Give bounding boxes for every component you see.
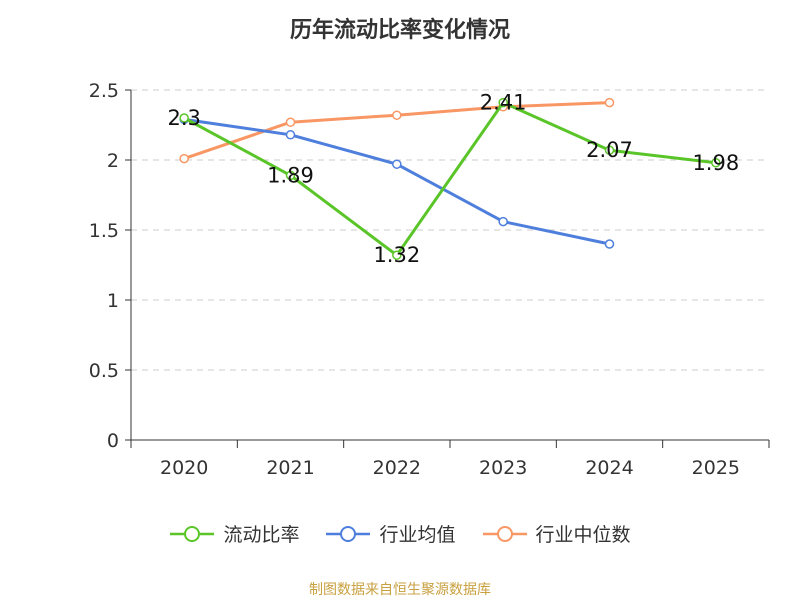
data-point (285, 117, 296, 127)
data-point (392, 110, 402, 120)
data-label: 1.32 (373, 243, 420, 267)
grid-layer (131, 89, 769, 371)
data-label: 2.07 (586, 138, 633, 162)
source-note: 制图数据来自恒生聚源数据库 (309, 582, 491, 598)
data-point (604, 145, 615, 155)
x-tick-label: 2021 (266, 457, 314, 479)
x-tick-label: 2025 (692, 457, 740, 479)
data-point (285, 170, 296, 181)
data-point (392, 250, 402, 260)
x-tick-label: 2024 (585, 457, 633, 479)
legend-label: 行业均值 (379, 524, 456, 546)
x-tick-label: 2020 (160, 457, 208, 479)
data-point (179, 113, 189, 123)
data-label: 1.89 (267, 163, 314, 187)
legend-circle (340, 525, 357, 542)
series-0 (179, 97, 721, 260)
series-line (183, 101, 716, 257)
x-tick-label: 2023 (479, 457, 527, 479)
data-label-layer: 2.3 1.89 1.32 2.41 2.07 1.98 (167, 91, 739, 268)
data-label: 2.3 (167, 106, 200, 130)
y-tick-label: 0.5 (89, 360, 119, 382)
data-point (498, 216, 508, 227)
y-tick-label: 2 (107, 150, 119, 172)
legend-marker-icon (170, 525, 215, 542)
legend-label: 行业中位数 (535, 524, 631, 546)
legend-label: 流动比率 (223, 524, 300, 546)
axis-layer: 0 0.5 1 1.5 2 2.5 2020 2021 2022 2023 2024 2025 (89, 80, 770, 479)
legend-circle (184, 525, 201, 542)
data-point (285, 130, 296, 140)
data-label: 2.41 (480, 91, 527, 115)
y-tick-label: 1 (107, 290, 119, 312)
legend: 流动比率 行业均值 行业中位数 (0, 520, 800, 547)
data-point (604, 97, 615, 108)
legend-circle (496, 525, 513, 542)
legend-item-2[interactable]: 行业中位数 (482, 520, 631, 547)
chart-title: 历年流动比率变化情况 (289, 18, 510, 43)
series-layer (179, 97, 721, 260)
legend-item-1[interactable]: 行业均值 (325, 520, 456, 547)
y-tick-label: 1.5 (89, 220, 119, 242)
series-1 (179, 114, 615, 249)
data-point (498, 97, 508, 108)
legend-item-0[interactable]: 流动比率 (169, 520, 299, 547)
data-point (711, 158, 721, 168)
legend-marker-icon (326, 525, 371, 542)
data-point (392, 159, 402, 169)
data-point (179, 153, 189, 164)
data-label: 1.98 (692, 151, 739, 175)
x-tick-label: 2022 (373, 457, 421, 479)
legend-marker-icon (482, 525, 527, 542)
y-tick-label: 2.5 (89, 80, 119, 102)
y-tick-label: 0 (107, 430, 119, 452)
data-point (604, 239, 615, 249)
series-2 (179, 97, 615, 164)
